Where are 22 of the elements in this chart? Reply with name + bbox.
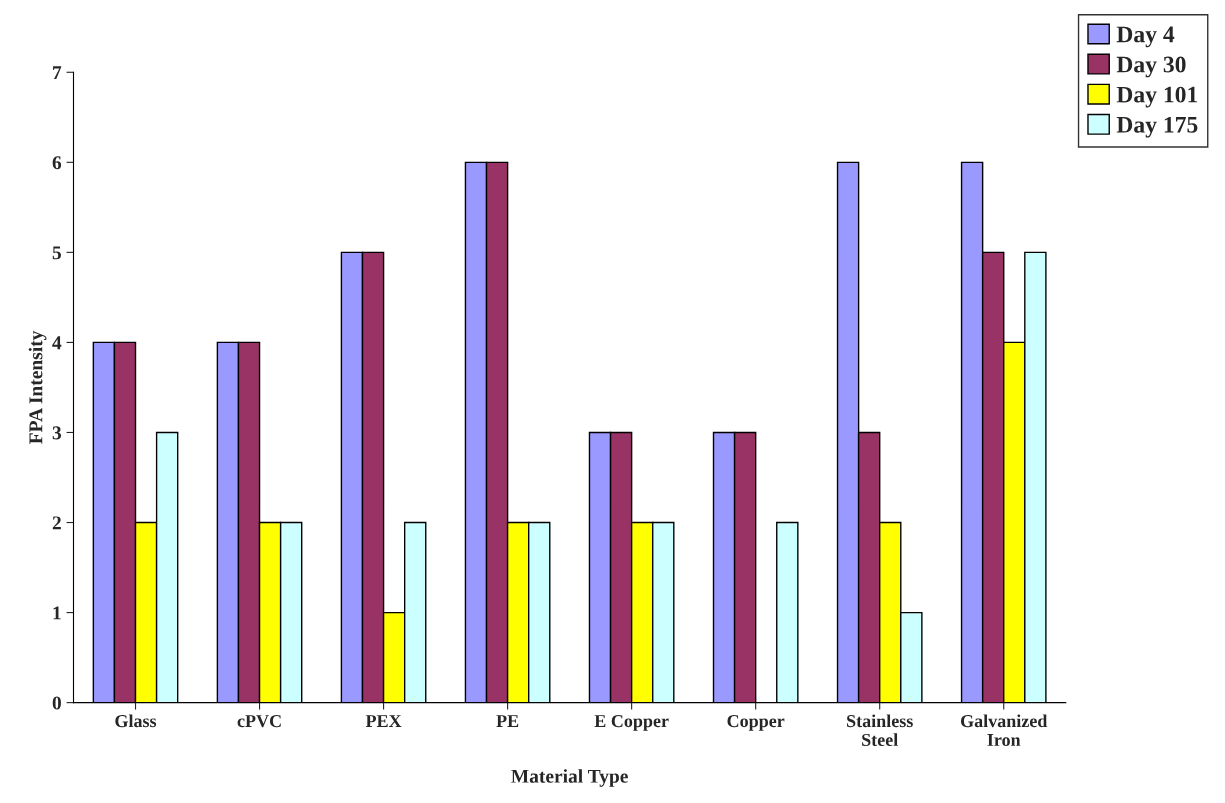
y-tick-label: 4 bbox=[52, 336, 62, 350]
y-tick-label: 1 bbox=[53, 606, 61, 620]
x-tick-label: E Copper bbox=[594, 715, 669, 731]
x-tick-label: cPVC bbox=[237, 715, 281, 728]
x-tick-label: Glass bbox=[115, 714, 157, 728]
x-axis-title: Material Type bbox=[511, 769, 628, 787]
y-tick-label: 3 bbox=[52, 426, 62, 440]
legend-label: Day 4 bbox=[1116, 26, 1175, 48]
x-tick-label: Galvanized Iron bbox=[960, 714, 1048, 747]
y-tick-label: 2 bbox=[52, 516, 61, 530]
y-tick-label: 5 bbox=[52, 246, 61, 260]
x-tick-label: PE bbox=[496, 715, 519, 727]
x-tick-label: Copper bbox=[727, 715, 785, 731]
y-axis-title: FPA Intensity bbox=[28, 330, 47, 444]
legend-label: Day 30 bbox=[1116, 56, 1186, 78]
y-tick-label: 7 bbox=[53, 66, 62, 80]
legend-label: Day 101 bbox=[1116, 86, 1198, 108]
y-tick-label: 6 bbox=[52, 156, 62, 170]
x-tick-label: PEX bbox=[365, 715, 402, 727]
x-tick-label: Stainless Steel bbox=[847, 714, 913, 747]
legend-label: Day 175 bbox=[1116, 116, 1198, 138]
y-tick-label: 0 bbox=[52, 696, 61, 710]
